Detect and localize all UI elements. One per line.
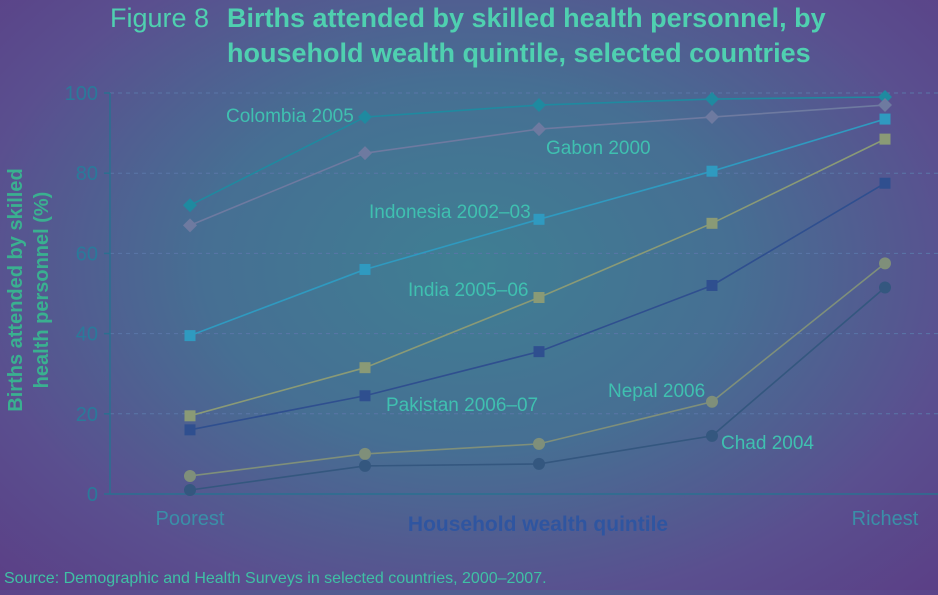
series-label: Pakistan 2006–07 — [386, 395, 538, 416]
data-point — [533, 457, 545, 470]
y-tick-label: 60 — [76, 243, 98, 265]
data-point — [358, 110, 372, 125]
data-point — [359, 447, 371, 460]
data-point — [184, 469, 196, 482]
series-1 — [183, 98, 892, 233]
data-point — [184, 483, 196, 496]
data-point — [359, 459, 371, 472]
series-label: Indonesia 2002–03 — [369, 202, 531, 223]
data-point — [533, 292, 545, 304]
chart-title-line2: household wealth quintile, selected coun… — [227, 38, 811, 68]
series-3 — [184, 133, 891, 422]
series-line — [189, 138, 886, 417]
data-point — [533, 213, 545, 225]
data-point — [878, 90, 892, 105]
series-label: Gabon 2000 — [546, 138, 651, 159]
series-6 — [184, 281, 891, 496]
y-axis-label-line2: health personnel (%) — [31, 192, 53, 389]
data-point — [359, 263, 371, 275]
y-tick-label: 40 — [76, 324, 98, 346]
data-point — [359, 390, 371, 402]
data-point — [706, 429, 718, 442]
y-axis-label-line1: Births attended by skilled — [5, 168, 27, 411]
data-point — [184, 424, 196, 436]
data-point — [532, 98, 546, 113]
data-point — [879, 177, 891, 189]
series-line — [189, 118, 886, 337]
data-point — [879, 133, 891, 145]
y-tick-label: 100 — [65, 83, 98, 105]
y-axis-label: Births attended by skilled health person… — [5, 168, 53, 411]
series-label: Chad 2004 — [721, 433, 814, 454]
x-tick-labels: Poorest Richest — [156, 508, 919, 530]
data-point — [183, 198, 197, 213]
data-point — [533, 437, 545, 450]
data-point — [879, 113, 891, 125]
data-point — [706, 279, 718, 291]
data-point — [532, 122, 546, 137]
y-tick-label: 20 — [76, 404, 98, 426]
series-group — [183, 90, 892, 496]
x-tick-label: Poorest — [156, 508, 225, 530]
series-5 — [184, 257, 891, 482]
series-label: Nepal 2006 — [608, 381, 705, 402]
data-point — [358, 146, 372, 161]
data-point — [183, 218, 197, 233]
data-point — [706, 165, 718, 177]
data-point — [184, 410, 196, 422]
data-point — [705, 92, 719, 107]
data-point — [706, 395, 718, 408]
series-labels: Colombia 2005 Gabon 2000 Indonesia 2002–03… — [226, 106, 814, 454]
gridlines — [104, 92, 938, 495]
data-point — [705, 110, 719, 125]
y-tick-label: 80 — [76, 163, 98, 185]
series-0 — [183, 90, 892, 213]
source-note: Source: Demographic and Health Surveys i… — [4, 570, 547, 587]
data-point — [359, 362, 371, 374]
series-2 — [184, 113, 891, 342]
data-point — [706, 217, 718, 229]
figure-number: Figure 8 — [110, 3, 209, 33]
series-label: India 2005–06 — [408, 280, 528, 301]
data-point — [879, 281, 891, 294]
x-tick-label: Richest — [852, 508, 919, 530]
data-point — [878, 98, 892, 113]
x-axis-label: Household wealth quintile — [408, 513, 668, 536]
data-point — [184, 330, 196, 342]
series-label: Colombia 2005 — [226, 106, 354, 127]
data-point — [533, 346, 545, 358]
data-point — [879, 257, 891, 270]
chart-title-line1: Births attended by skilled health person… — [227, 3, 826, 33]
series-4 — [184, 177, 891, 436]
y-tick-label: 0 — [87, 484, 98, 506]
y-tick-labels: 0 20 40 60 80 100 — [65, 83, 98, 506]
